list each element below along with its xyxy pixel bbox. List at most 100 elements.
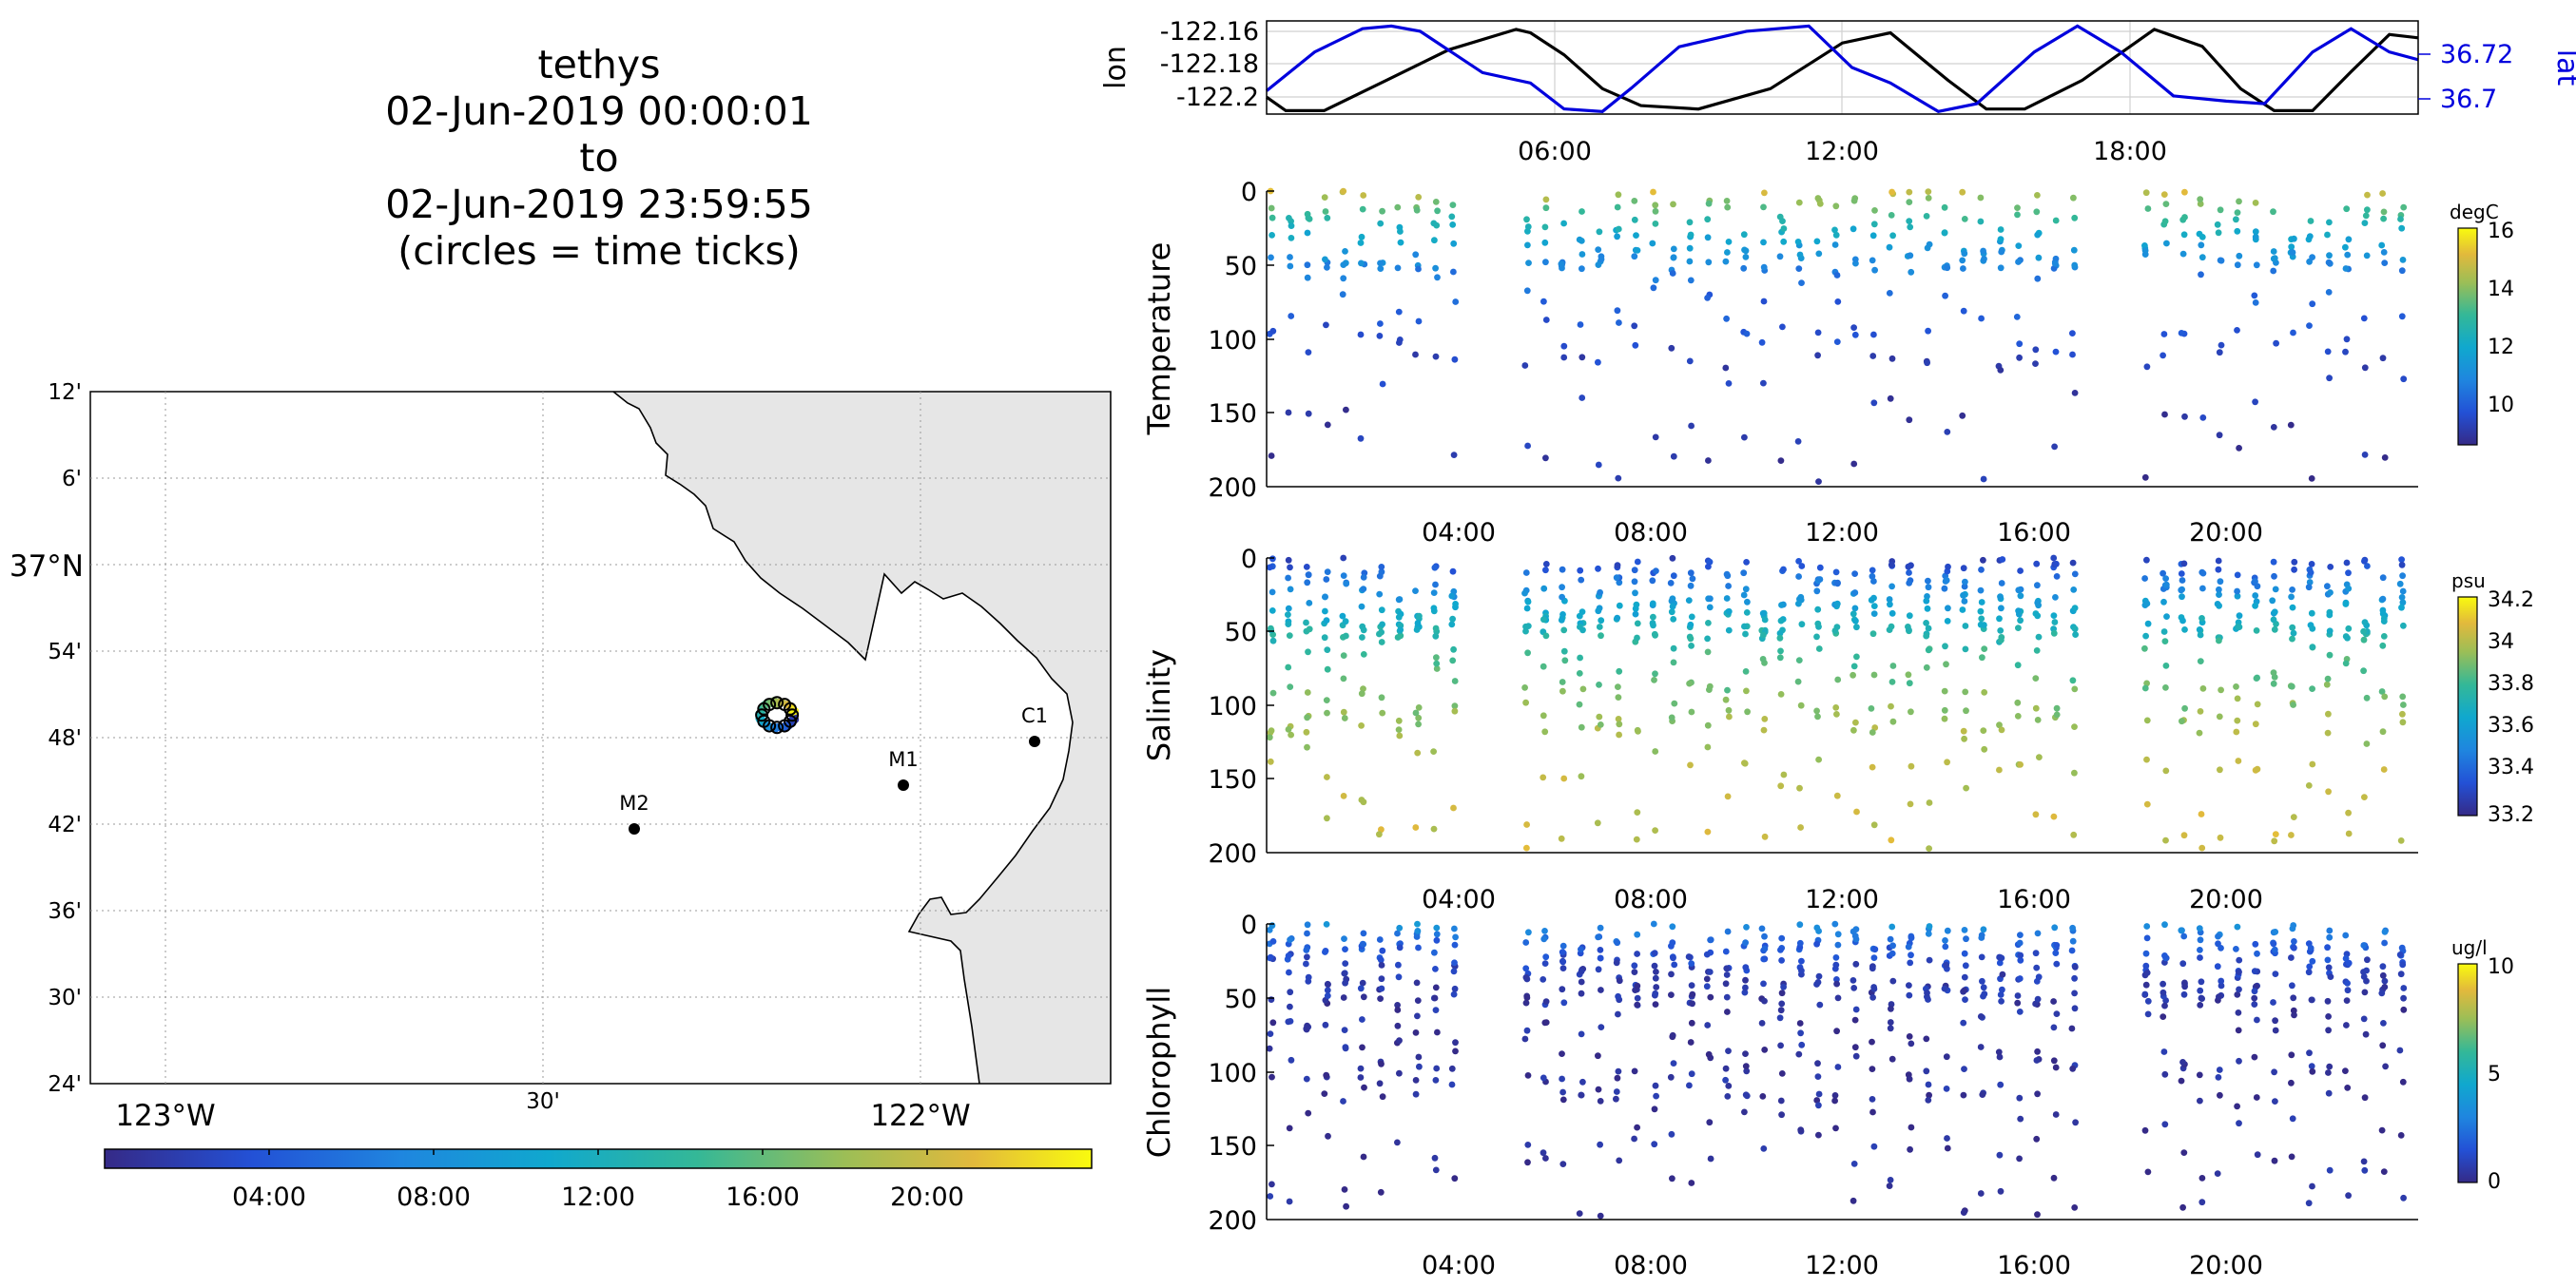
profile-sample-point [1980, 926, 1987, 933]
profile-sample-point [1414, 997, 1422, 1004]
profile-sample-point [1412, 1077, 1420, 1084]
profile-sample-point [1998, 248, 2005, 256]
profile-sample-point [1324, 992, 1331, 999]
profile-sample-point [1378, 1060, 1385, 1067]
profile-sample-point [1305, 1109, 1312, 1117]
profile-sample-point [1267, 953, 1274, 961]
profile-sample-point [1266, 1045, 1273, 1052]
profile-sample-point [2360, 667, 2368, 675]
profile-sample-point [1997, 264, 2005, 272]
profile-sample-point [2016, 939, 2024, 947]
profile-sample-point [1614, 562, 1621, 568]
profile-sample-point [1396, 732, 1404, 740]
profile-sample-point [2161, 1121, 2169, 1128]
profile-sample-point [2233, 216, 2239, 223]
profile-sample-point [1269, 1073, 1275, 1081]
profile-sample-point [1870, 594, 1877, 602]
profile-sample-point [1814, 195, 1822, 202]
profile-sample-point [2217, 206, 2224, 214]
profile-sample-point [1961, 583, 1968, 590]
profile-sample-point [2361, 989, 2369, 996]
profile-sample-point [2218, 977, 2225, 985]
profile-sample-point [2360, 1158, 2368, 1165]
profile-sample-point [1342, 618, 1349, 625]
profile-sample-point [1832, 1125, 1839, 1132]
profile-sample-point [1742, 586, 1750, 593]
profile-sample-point [1760, 631, 1767, 639]
profile-sample-point [1395, 596, 1403, 604]
profile-sample-point [2196, 729, 2203, 737]
profile-sample-point [2236, 1120, 2242, 1127]
profile-sample-point [2198, 978, 2205, 986]
profile-sample-point [2141, 575, 2149, 582]
profile-sample-point [2342, 265, 2350, 272]
profile-sample-point [1613, 959, 1620, 967]
profile-sample-point [1342, 960, 1349, 967]
profile-sample-point [1889, 232, 1896, 240]
colorbar-tick-label: 34 [2488, 630, 2514, 654]
profile-sample-point [2326, 651, 2334, 659]
profile-sample-point [1595, 461, 1602, 469]
profile-sample-point [2142, 632, 2150, 640]
profile-sample-point [1670, 1060, 1677, 1067]
profile-sample-point [1831, 1092, 1839, 1099]
profile-sample-point [1540, 663, 1547, 670]
profile-sample-point [1996, 959, 2004, 967]
profile-sample-point [1704, 828, 1712, 836]
profile-sample-point [1740, 231, 1748, 239]
profile-sample-point [1813, 940, 1820, 948]
profile-sample-point [1615, 683, 1621, 690]
profile-sample-point [1997, 953, 2005, 961]
profile-sample-point [2034, 1211, 2041, 1219]
profile-sample-point [1704, 295, 1711, 301]
profile-sample-point [1413, 206, 1421, 214]
profile-sample-point [1560, 626, 1568, 634]
profile-sample-point [1412, 251, 1420, 259]
profile-sample-point [1286, 215, 1292, 221]
profile-sample-point [2050, 612, 2058, 619]
profile-sample-point [2252, 592, 2259, 599]
profile-sample-point [1452, 1048, 1459, 1055]
profile-sample-point [1669, 939, 1676, 947]
profile-sample-point [1833, 624, 1841, 630]
profile-sample-point [1433, 936, 1441, 944]
profile-sample-point [1614, 939, 1621, 947]
profile-sample-point [1448, 592, 1456, 600]
profile-sample-point [2327, 564, 2334, 570]
profile-sample-point [1870, 1143, 1878, 1150]
profile-sample-point [2036, 754, 2043, 760]
profile-sample-point [1323, 697, 1330, 703]
profile-sample-point [2251, 292, 2258, 299]
depth-tick-label: 0 [1241, 545, 1257, 574]
profile-sample-point [2050, 813, 2058, 820]
profile-sample-point [1430, 220, 1438, 227]
profile-sample-point [2162, 201, 2170, 208]
profile-sample-point [1723, 993, 1731, 1001]
profile-sample-point [2234, 227, 2241, 235]
profile-sample-point [1668, 608, 1675, 616]
profile-sample-point [2254, 950, 2260, 957]
profile-sample-point [2071, 625, 2079, 632]
profile-sample-point [2324, 729, 2332, 737]
profile-sample-point [2197, 1002, 2204, 1009]
profile-sample-point [2234, 695, 2241, 702]
profile-sample-point [2380, 633, 2388, 640]
profile-sample-point [2069, 330, 2076, 336]
profile-sample-point [1631, 198, 1638, 204]
x-tick-label: 04:00 [1422, 518, 1496, 548]
profile-sample-point [2197, 196, 2204, 203]
profile-sample-point [1415, 317, 1423, 325]
profile-sample-point [1794, 438, 1802, 445]
profile-sample-point [2290, 702, 2297, 708]
profile-sample-point [1941, 715, 1948, 722]
profile-sample-point [1707, 936, 1714, 944]
profile-sample-point [2254, 765, 2261, 773]
profile-sample-point [1434, 274, 1441, 281]
lon-tick-label: -122.18 [1160, 49, 1259, 79]
profile-sample-point [1379, 709, 1386, 717]
title-note: (circles = time ticks) [397, 228, 801, 274]
profile-sample-point [1394, 1007, 1402, 1013]
profile-sample-point [1813, 1097, 1821, 1104]
profile-sample-point [2143, 934, 2151, 942]
profile-sample-point [1579, 608, 1586, 615]
